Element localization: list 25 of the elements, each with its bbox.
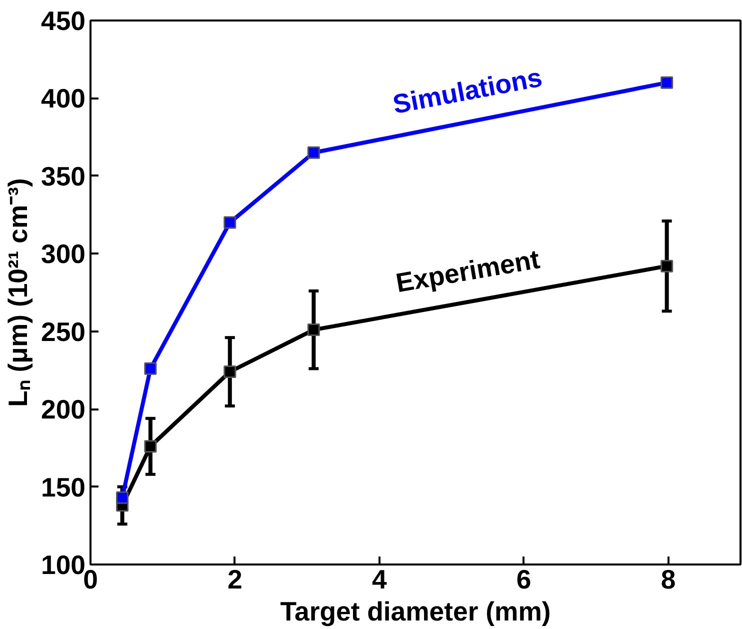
- point: [660, 260, 674, 272]
- point: [144, 440, 157, 453]
- x-tick-label: 6: [516, 564, 532, 594]
- x-tick-label: 0: [83, 564, 98, 594]
- y-tick-label: 350: [41, 161, 86, 192]
- point: [224, 216, 236, 229]
- point: [307, 146, 320, 159]
- x-tick-label: 2: [228, 564, 242, 594]
- x-tick-label: 8: [660, 564, 676, 594]
- point: [116, 491, 129, 504]
- y-tick-label: 300: [41, 239, 86, 270]
- point: [224, 366, 236, 378]
- y-tick-label: 150: [41, 472, 86, 502]
- point: [660, 76, 674, 89]
- y-tick-label: 400: [41, 84, 86, 114]
- point: [144, 362, 157, 375]
- text: Simulations: [390, 62, 544, 120]
- x-tick-label: 4: [372, 564, 387, 594]
- y-axis-title: Lₙ (μm) (10²¹ cm⁻³): [3, 178, 34, 407]
- x-axis-title: Target diameter (mm): [280, 596, 551, 626]
- text: Experiment: [394, 244, 542, 298]
- y-tick-label: 250: [41, 316, 86, 347]
- y-tick-label: 450: [41, 6, 86, 36]
- point: [307, 324, 320, 336]
- y-tick-label: 200: [41, 394, 86, 425]
